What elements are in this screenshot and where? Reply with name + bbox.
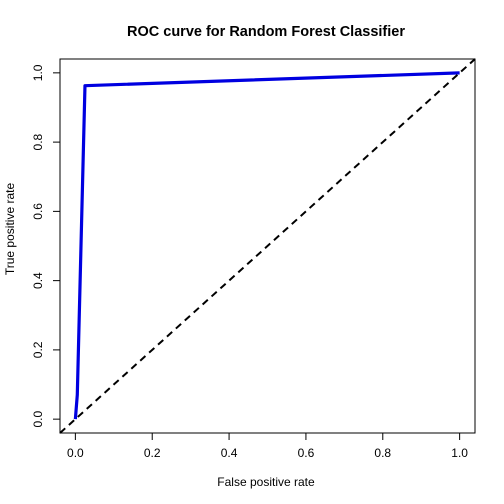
x-tick-label: 0.4 [221,446,238,460]
x-tick-label: 1.0 [451,446,468,460]
y-tick-label: 1.0 [31,64,45,81]
diagonal-reference-line [59,58,476,434]
y-axis-label: True positive rate [3,183,17,276]
y-tick-label: 0.6 [31,203,45,220]
x-axis-ticks: 0.0 0.2 0.4 0.6 0.8 1.0 [67,433,468,460]
y-tick-label: 0.0 [31,410,45,427]
x-axis-label: False positive rate [217,475,315,489]
x-tick-label: 0.0 [67,446,84,460]
x-tick-label: 0.8 [374,446,391,460]
y-tick-label: 0.4 [31,272,45,289]
plot-box [59,58,476,434]
x-tick-label: 0.6 [298,446,315,460]
x-tick-label: 0.2 [144,446,161,460]
y-tick-label: 0.2 [31,341,45,358]
y-tick-label: 0.8 [31,133,45,150]
roc-curve-line [73,71,460,420]
chart-title: ROC curve for Random Forest Classifier [127,24,405,40]
series-layer [59,58,476,434]
y-axis-ticks: 0.0 0.2 0.4 0.6 0.8 1.0 [31,64,60,427]
